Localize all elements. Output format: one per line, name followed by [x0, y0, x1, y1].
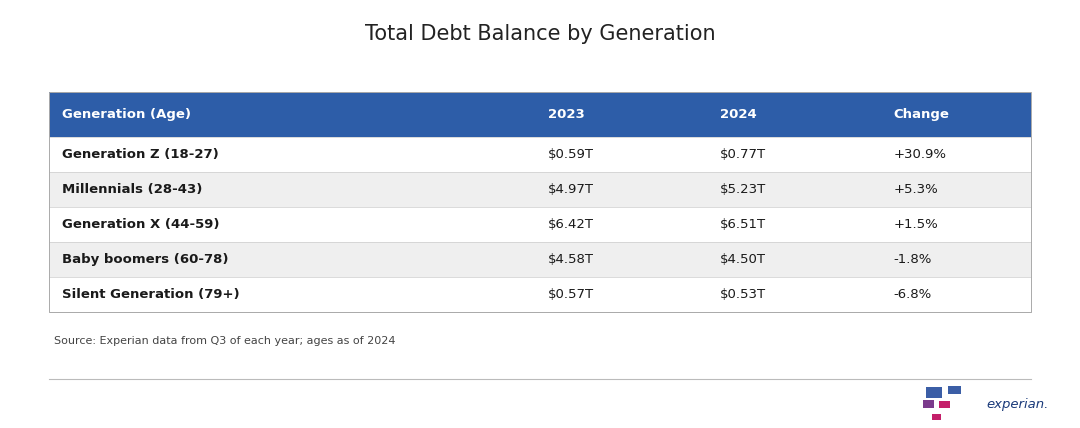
Text: Generation Z (18-27): Generation Z (18-27): [62, 148, 218, 161]
Text: 2024: 2024: [720, 108, 757, 121]
Text: $5.23T: $5.23T: [720, 183, 767, 196]
Text: +30.9%: +30.9%: [893, 148, 946, 161]
Text: $0.57T: $0.57T: [548, 288, 594, 301]
Text: -6.8%: -6.8%: [893, 288, 931, 301]
Text: 2023: 2023: [548, 108, 584, 121]
Text: $0.53T: $0.53T: [720, 288, 767, 301]
Bar: [939, 401, 949, 408]
Text: -1.8%: -1.8%: [893, 253, 932, 266]
Text: $4.58T: $4.58T: [548, 253, 594, 266]
Text: $4.50T: $4.50T: [720, 253, 767, 266]
Text: Generation (Age): Generation (Age): [62, 108, 190, 121]
Text: +5.3%: +5.3%: [893, 183, 937, 196]
Bar: [922, 400, 934, 407]
Text: Change: Change: [893, 108, 949, 121]
Text: Baby boomers (60-78): Baby boomers (60-78): [62, 253, 228, 266]
Text: $0.77T: $0.77T: [720, 148, 767, 161]
Text: +1.5%: +1.5%: [893, 218, 937, 231]
Text: Source: Experian data from Q3 of each year; ages as of 2024: Source: Experian data from Q3 of each ye…: [54, 336, 395, 346]
Bar: [926, 387, 943, 398]
Text: Silent Generation (79+): Silent Generation (79+): [62, 288, 239, 301]
Text: $6.42T: $6.42T: [548, 218, 594, 231]
Bar: [948, 386, 961, 394]
Text: experian.: experian.: [986, 398, 1049, 411]
Text: Total Debt Balance by Generation: Total Debt Balance by Generation: [365, 24, 715, 44]
Text: $6.51T: $6.51T: [720, 218, 767, 231]
Bar: [932, 414, 942, 420]
Text: Generation X (44-59): Generation X (44-59): [62, 218, 219, 231]
Text: Millennials (28-43): Millennials (28-43): [62, 183, 202, 196]
Text: $0.59T: $0.59T: [548, 148, 594, 161]
Text: $4.97T: $4.97T: [548, 183, 594, 196]
